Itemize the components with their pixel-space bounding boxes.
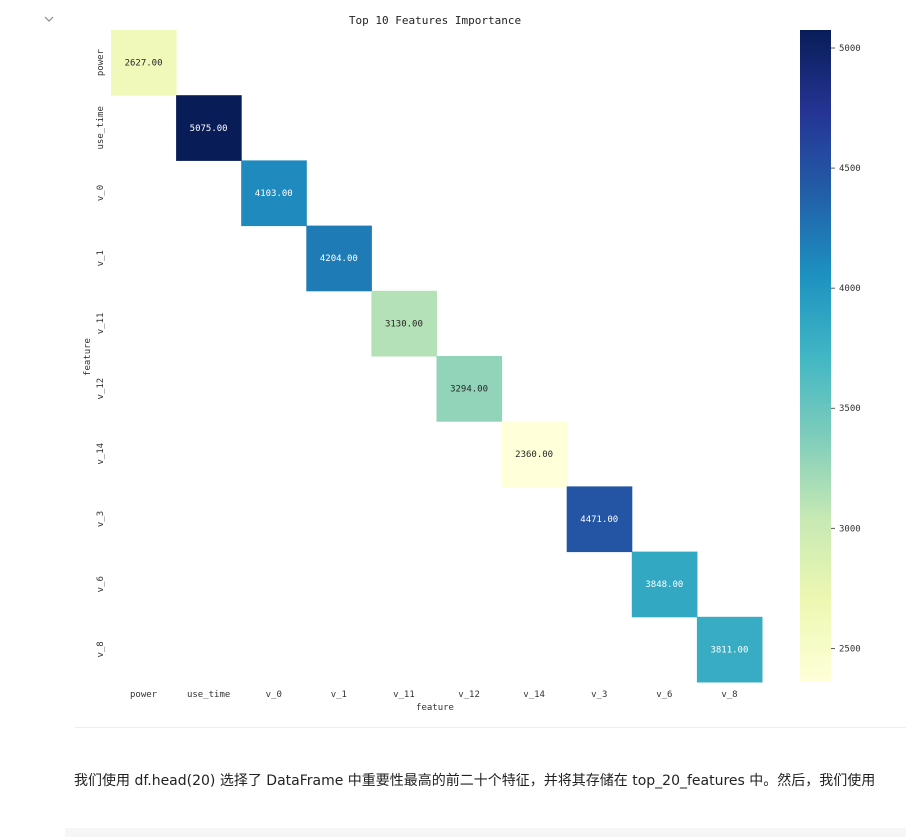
- colorbar-tick-label: 4000: [839, 284, 861, 294]
- heatmap-cell-v_6: [631, 551, 698, 618]
- x-tick-label: v_8: [721, 690, 737, 700]
- x-tick-label: v_14: [523, 690, 545, 700]
- y-axis-title: feature: [83, 338, 93, 376]
- heatmap-cell-power: [111, 30, 177, 96]
- colorbar-tick-label: 4500: [839, 164, 861, 174]
- heatmap-cell-v_0: [241, 160, 307, 227]
- collapse-toggle[interactable]: [40, 10, 58, 28]
- y-tick-labels: power use_time v_0 v_1 v_11 v_12 v_14 v_3 v_6 v_8: [96, 48, 106, 657]
- cell-value-label: 4204.00: [320, 254, 358, 264]
- x-axis-title: feature: [416, 703, 454, 713]
- chevron-down-icon: [44, 16, 54, 22]
- cell-divider: [75, 727, 906, 728]
- y-tick-label: v_0: [96, 185, 106, 201]
- caption-text: 我们使用 df.head(20) 选择了 DataFrame 中重要性最高的前二…: [74, 773, 876, 789]
- cell-value-label: 4471.00: [580, 515, 618, 525]
- colorbar-tick-label: 2500: [839, 644, 861, 654]
- y-tick-label: v_12: [96, 378, 106, 400]
- y-tick-label: power: [96, 48, 106, 76]
- cell-value-label: 2627.00: [125, 59, 163, 69]
- x-tick-label: v_12: [458, 690, 480, 700]
- x-tick-label: use_time: [187, 690, 230, 700]
- x-tick-label: power: [130, 690, 158, 700]
- heatmap-cell-v_11: [371, 290, 437, 357]
- cell-value-label: 2360.00: [515, 450, 553, 460]
- heatmap-cells: 2627.00 5075.00 4103.00 4204.00 3130.00 3294.…: [111, 30, 763, 683]
- heatmap-cell-v_14: [501, 421, 568, 487]
- cell-value-label: 3848.00: [645, 580, 683, 590]
- cell-value-label: 3811.00: [710, 645, 748, 655]
- heatmap-cell-v_8: [696, 616, 763, 683]
- cell-value-label: 3294.00: [450, 385, 488, 395]
- cell-value-label: 4103.00: [255, 189, 293, 199]
- x-tick-label: v_0: [266, 690, 282, 700]
- colorbar-tick-label: 3000: [839, 524, 861, 534]
- y-tick-label: v_8: [96, 641, 106, 657]
- colorbar-ticks: 2500 3000 3500 4000 4500 5000: [831, 44, 861, 654]
- y-tick-label: v_3: [96, 511, 106, 527]
- y-tick-label: v_14: [96, 443, 106, 465]
- cell-value-label: 3130.00: [385, 319, 423, 329]
- x-tick-label: v_6: [656, 690, 672, 700]
- heatmap-cell-v_3: [566, 486, 633, 553]
- heatmap-cell-v_12: [436, 356, 503, 422]
- y-tick-label: use_time: [96, 106, 106, 149]
- y-tick-label: v_1: [96, 250, 106, 266]
- y-tick-label: v_6: [96, 576, 106, 592]
- heatmap-cell-v_1: [306, 225, 372, 292]
- chart-title: Top 10 Features Importance: [349, 14, 521, 27]
- x-tick-labels: power use_time v_0 v_1 v_11 v_12 v_14 v_3 v_6 v_8: [130, 690, 738, 700]
- code-cell-top: [65, 828, 906, 837]
- x-tick-label: v_11: [393, 690, 415, 700]
- x-tick-label: v_1: [331, 690, 347, 700]
- colorbar-tick-label: 5000: [839, 44, 861, 54]
- heatmap-cell-use_time: [176, 95, 242, 161]
- x-tick-label: v_3: [591, 690, 607, 700]
- colorbar: [800, 30, 831, 682]
- y-tick-label: v_11: [96, 313, 106, 335]
- colorbar-tick-label: 3500: [839, 404, 861, 414]
- cell-value-label: 5075.00: [190, 124, 228, 134]
- heatmap-figure: Top 10 Features Importance 2627.00 5075.0…: [83, 14, 861, 713]
